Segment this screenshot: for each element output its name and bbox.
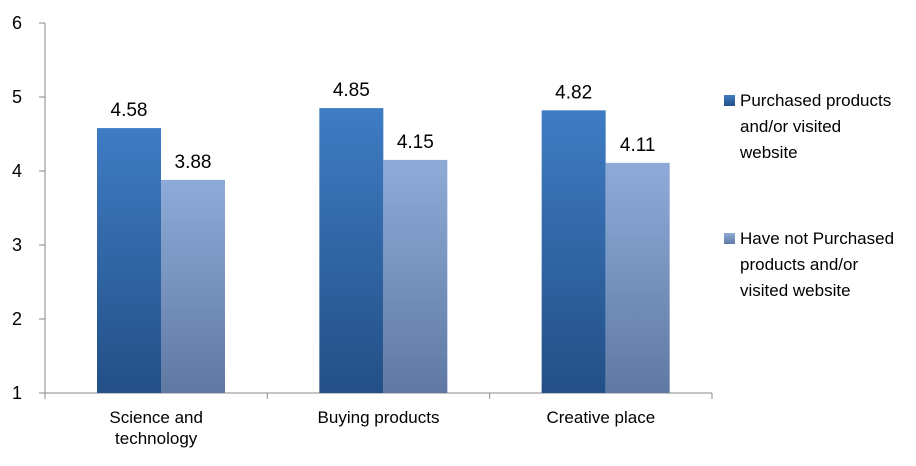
data-label: 4.15: [397, 132, 434, 153]
legend: Purchased products and/or visited website H…: [724, 91, 894, 300]
legend-label: Purchased products and/or visited website: [739, 91, 891, 162]
bar-series-1-category-3: [541, 110, 606, 393]
data-label: 4.11: [620, 135, 656, 156]
y-tick-label: 6: [12, 13, 22, 33]
y-tick-label: 2: [12, 309, 22, 329]
legend-label: Have not Purchased products and/or visited…: [740, 229, 894, 300]
bar-series-2-category-2: [383, 159, 448, 393]
x-category-label: Science and technology: [109, 408, 203, 448]
bars: [97, 108, 670, 393]
data-label: 3.88: [175, 152, 212, 173]
value-labels: 4.58 4.85 4.82 3.88 4.15 4.11: [111, 80, 656, 173]
legend-swatch: [724, 95, 735, 106]
x-category-label: Buying products: [318, 408, 440, 427]
data-label: 4.82: [555, 82, 592, 103]
data-label: 4.85: [333, 80, 370, 101]
bar-series-1-category-1: [97, 128, 161, 393]
y-tick-label: 4: [12, 161, 22, 181]
x-category-label: Creative place: [546, 408, 655, 427]
bar-series-1-category-2: [319, 108, 384, 393]
y-tick-label: 3: [12, 235, 22, 255]
data-label: 4.58: [111, 100, 148, 121]
bar-series-2-category-3: [605, 162, 670, 393]
y-tick-label: 1: [12, 383, 22, 403]
legend-swatch: [724, 233, 735, 244]
bar-series-2-category-1: [161, 179, 225, 393]
y-tick-label: 5: [12, 87, 22, 107]
